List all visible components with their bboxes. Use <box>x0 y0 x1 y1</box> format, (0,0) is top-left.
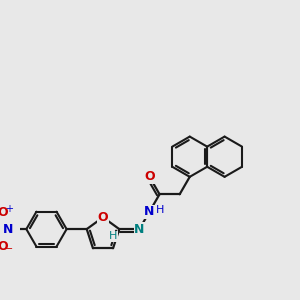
Text: +: + <box>5 204 13 214</box>
Text: N: N <box>144 205 155 218</box>
Text: N: N <box>3 223 13 236</box>
Text: H: H <box>109 231 117 241</box>
Text: N: N <box>134 223 145 236</box>
Text: −: − <box>5 244 13 254</box>
Text: O: O <box>144 170 155 183</box>
Text: O: O <box>98 211 108 224</box>
Text: H: H <box>156 205 165 215</box>
Text: O: O <box>0 240 8 253</box>
Text: O: O <box>0 206 8 218</box>
